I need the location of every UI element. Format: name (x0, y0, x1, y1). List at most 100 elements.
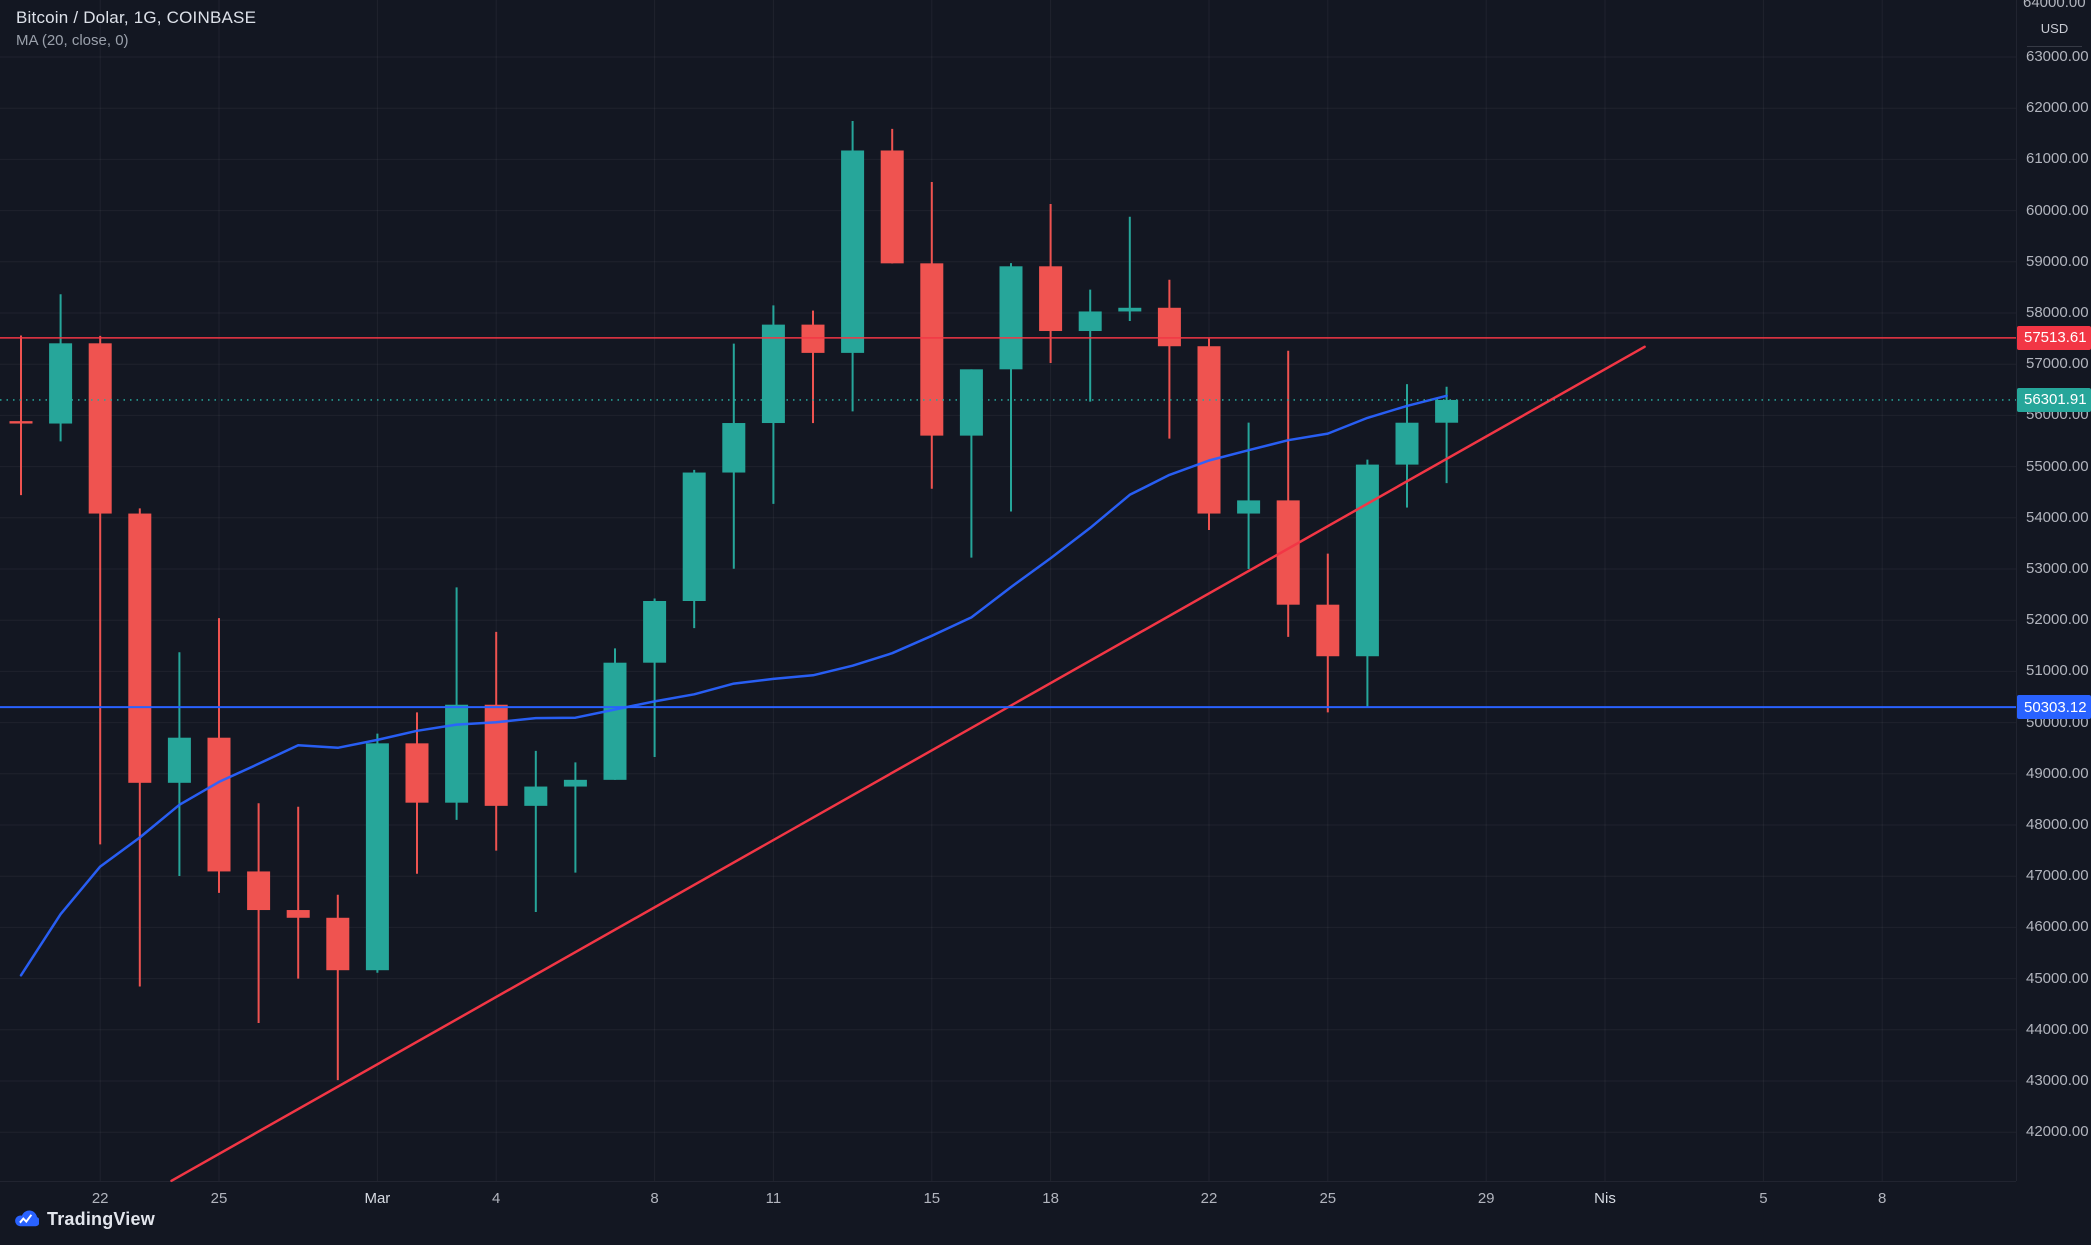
candle-body (247, 871, 271, 911)
time-tick-label: 4 (492, 1190, 501, 1207)
candle (1157, 279, 1181, 439)
candle-body (9, 421, 33, 424)
price-tick-label: 45000.00 (2026, 969, 2089, 987)
candle-body (1197, 346, 1221, 514)
candle (524, 750, 548, 913)
candle-body (405, 743, 429, 803)
candle (920, 181, 944, 489)
price-tick-label: 62000.00 (2026, 99, 2089, 117)
price-tick-label: 51000.00 (2026, 662, 2089, 680)
candle (286, 806, 310, 979)
candle (999, 263, 1023, 512)
candle-body (286, 910, 310, 918)
candle (1276, 350, 1300, 637)
candle (49, 294, 73, 442)
chart-legend: Bitcoin / Dolar, 1G, COINBASE MA (20, cl… (16, 8, 256, 49)
candle-body (761, 324, 785, 424)
candle-body (722, 423, 746, 473)
trendline[interactable] (170, 345, 1646, 1183)
candle (959, 369, 983, 558)
price-tick-label: 49000.00 (2026, 764, 2089, 782)
candle (682, 469, 706, 629)
candle-body (959, 369, 983, 436)
time-tick-label: 22 (1200, 1190, 1218, 1207)
candle-body (1039, 266, 1063, 332)
candle (365, 733, 389, 973)
candle-body (484, 704, 508, 806)
candle (1355, 459, 1379, 708)
candle (722, 343, 746, 569)
candle-body (445, 704, 469, 803)
currency-separator (2027, 46, 2082, 47)
candle (603, 648, 627, 780)
candle-body (1435, 399, 1459, 423)
time-tick-label: 15 (923, 1190, 941, 1207)
candle (1039, 203, 1063, 364)
candle-body (326, 917, 350, 971)
candle-body (365, 743, 389, 971)
candle (761, 305, 785, 504)
candles (9, 121, 1459, 1081)
currency-label[interactable]: USD (2040, 21, 2069, 36)
price-tick-label: 44000.00 (2026, 1020, 2089, 1038)
candle (563, 762, 587, 873)
indicator-label[interactable]: MA (20, close, 0) (16, 32, 129, 49)
candle-body (524, 786, 548, 806)
candle-body (167, 737, 191, 783)
candle-body (1237, 500, 1261, 514)
candle-body (643, 601, 667, 663)
time-tick-label: Mar (364, 1190, 391, 1207)
grid-lines (0, 0, 2016, 1181)
time-tick-label: 25 (1319, 1190, 1337, 1207)
candle-body (1395, 422, 1419, 465)
candle-body (207, 737, 231, 872)
symbol-title[interactable]: Bitcoin / Dolar, 1G, COINBASE (16, 8, 257, 27)
candle-body (603, 662, 627, 780)
candle (1435, 386, 1459, 484)
tradingview-link[interactable]: TradingView (12, 1206, 155, 1233)
price-tick-label: 47000.00 (2026, 867, 2089, 885)
time-tick-label: 5 (1759, 1190, 1768, 1207)
candle-body (801, 324, 825, 353)
price-tick-label: 63000.00 (2026, 48, 2089, 65)
time-tick-label: 29 (1477, 1190, 1495, 1207)
candle-body (1118, 307, 1142, 312)
candle-body (920, 263, 944, 436)
price-tick-label: 57000.00 (2026, 355, 2089, 373)
time-tick-label: Nis (1594, 1190, 1616, 1207)
candle (643, 598, 667, 758)
candle-body (682, 472, 706, 601)
candle (9, 335, 33, 496)
price-tick-label: 58000.00 (2026, 304, 2089, 321)
time-tick-label: 25 (210, 1190, 228, 1207)
candle-body (1316, 604, 1340, 657)
time-tick-label: 22 (91, 1190, 109, 1207)
price-axis[interactable]: 64000.00 USD 63000.00 62000.00 61000.00 600… (2016, 0, 2091, 1181)
price-tick-label: 61000.00 (2026, 150, 2089, 168)
candle (1197, 338, 1221, 530)
price-tick-label: 48000.00 (2026, 816, 2089, 833)
time-tick-label: 8 (650, 1190, 659, 1207)
price-level-badge: 50303.12 (2017, 695, 2091, 720)
candle-body (49, 343, 73, 424)
candle (207, 618, 231, 893)
price-tick-label: 52000.00 (2026, 611, 2089, 629)
price-tick-label: 53000.00 (2026, 560, 2089, 577)
price-tick-label: 46000.00 (2026, 918, 2089, 936)
candle (484, 631, 508, 851)
candle-body (841, 150, 865, 353)
time-tick-label: 8 (1878, 1190, 1887, 1207)
price-level-badge: 56301.91 (2017, 387, 2091, 412)
candle (1078, 289, 1102, 402)
time-tick-label: 11 (765, 1190, 782, 1207)
price-tick-label: 54000.00 (2026, 508, 2089, 526)
candle-body (1157, 307, 1181, 347)
candle-body (1078, 311, 1102, 332)
price-tick-label: 55000.00 (2026, 457, 2089, 475)
candle-body (999, 266, 1023, 370)
candle (128, 508, 152, 987)
time-axis[interactable]: 22 25 Mar 4 8 11 15 18 22 25 29 Nis 5 8 (0, 1181, 2016, 1245)
candle-body (880, 150, 904, 264)
candle (247, 803, 271, 1024)
